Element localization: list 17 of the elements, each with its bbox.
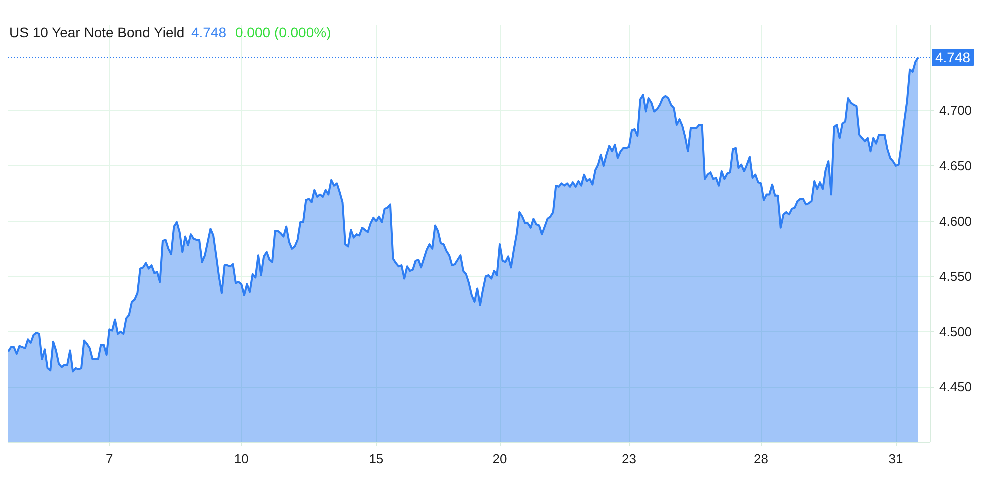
x-tick-label: 23 xyxy=(622,452,636,466)
annotation: 0.000 (0.000%) xyxy=(236,24,332,40)
x-tick-label: 10 xyxy=(234,452,249,466)
x-tick-label: 20 xyxy=(492,452,508,466)
x-tick-label: 15 xyxy=(369,452,384,466)
y-tick-label: 4.650 xyxy=(940,158,972,174)
ref-line-label: 4.748 xyxy=(936,50,971,66)
annotation: 4.748 xyxy=(191,24,227,40)
y-tick-label: 4.450 xyxy=(940,380,972,395)
y-tick-label: 4.500 xyxy=(940,324,972,340)
y-tick-label: 4.550 xyxy=(940,269,972,284)
chart-title: US 10 Year Note Bond Yield xyxy=(10,24,185,40)
y-tick-label: 4.700 xyxy=(940,103,972,118)
x-tick-label: 31 xyxy=(888,452,904,466)
x-tick-label: 7 xyxy=(106,452,114,466)
y-tick-label: 4.600 xyxy=(940,214,972,229)
x-tick-label: 28 xyxy=(754,452,768,466)
